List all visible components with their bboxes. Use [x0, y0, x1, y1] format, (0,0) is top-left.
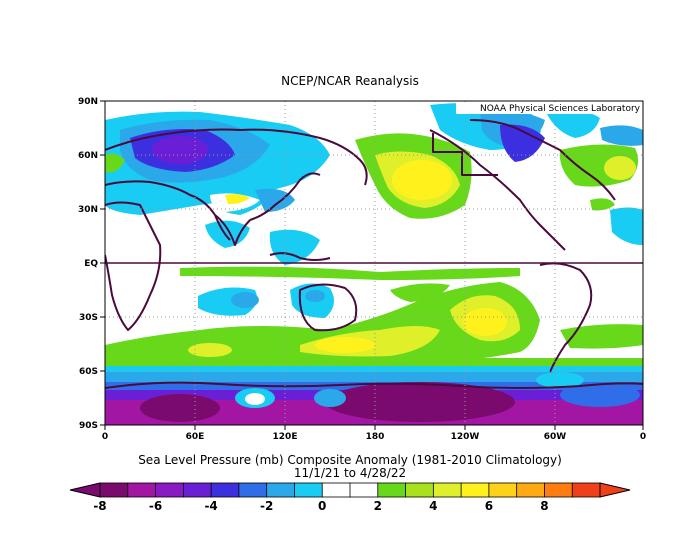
lat-label-60s: 60S — [79, 367, 98, 377]
axis-ticks — [100, 100, 644, 430]
lat-label-60n: 60N — [78, 151, 98, 161]
lat-label-30n: 30N — [78, 205, 98, 215]
colorbar-swatch — [544, 482, 574, 498]
colorbar-swatch — [127, 482, 157, 498]
lon-label-120w: 120W — [451, 432, 480, 442]
colorbar-swatch — [571, 482, 601, 498]
colorbar-label: 4 — [429, 499, 437, 513]
lon-label-0-right: 0 — [640, 432, 646, 442]
lat-label-90n: 90N — [78, 97, 98, 107]
colorbar-swatch — [238, 482, 268, 498]
colorbar-swatch — [155, 482, 185, 498]
colorbar-label: -8 — [93, 499, 106, 513]
colorbar-right-arrow — [599, 482, 631, 498]
colorbar-swatch — [294, 482, 324, 498]
lon-label-0-left: 0 — [102, 432, 108, 442]
colorbar-swatch — [460, 482, 490, 498]
colorbar-swatch — [321, 482, 351, 498]
caption-line-2: 11/1/21 to 4/28/22 — [293, 466, 407, 480]
lon-label-180: 180 — [366, 432, 385, 442]
colorbar-swatch — [349, 482, 379, 498]
colorbar-swatch — [516, 482, 546, 498]
colorbar-swatch — [432, 482, 463, 498]
caption-line-1: Sea Level Pressure (mb) Composite Anomal… — [138, 453, 562, 467]
colorbar-label: -2 — [260, 499, 273, 513]
colorbar-swatch — [210, 482, 240, 498]
lat-label-30s: 30S — [79, 313, 98, 323]
credit-label: NOAA Physical Sciences Laboratory — [480, 104, 641, 114]
colorbar-label: -6 — [149, 499, 162, 513]
lon-label-60w: 60W — [544, 432, 567, 442]
coastlines — [105, 119, 643, 389]
colorbar-swatch — [488, 482, 518, 498]
colorbar-swatch — [182, 482, 213, 498]
colorbar-labels: -8 -6 -4 -2 0 2 4 6 8 — [93, 499, 548, 513]
colorbar-label: -4 — [204, 499, 217, 513]
lat-label-90s: 90S — [79, 421, 98, 431]
grid-lines — [105, 101, 643, 425]
colorbar-swatch — [377, 482, 407, 498]
colorbar-swatch — [266, 482, 296, 498]
colorbar — [69, 482, 631, 498]
chart-title: NCEP/NCAR Reanalysis — [281, 74, 419, 88]
colorbar-swatch — [405, 482, 435, 498]
colorbar-label: 0 — [318, 499, 326, 513]
colorbar-left-arrow — [69, 482, 101, 498]
lat-label-eq: EQ — [84, 259, 98, 269]
colorbar-label: 8 — [540, 499, 548, 513]
colorbar-label: 2 — [374, 499, 382, 513]
colorbar-label: 6 — [485, 499, 493, 513]
lon-label-60e: 60E — [186, 432, 205, 442]
colorbar-swatch — [99, 482, 129, 498]
lon-label-120e: 120E — [273, 432, 298, 442]
